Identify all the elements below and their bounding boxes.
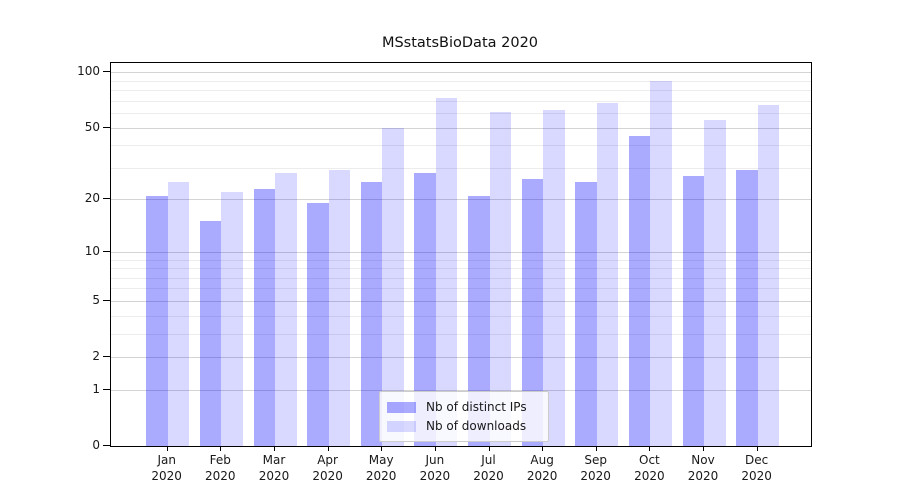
gridline-minor-90 — [111, 80, 811, 82]
gridline-minor-30 — [111, 167, 811, 169]
x-tick-jun — [434, 446, 436, 451]
gridline-major-100 — [111, 72, 811, 74]
gridline-major-2 — [111, 357, 811, 358]
y-tick-label-100: 100 — [77, 64, 100, 79]
gridline-major-20 — [111, 199, 811, 201]
x-tick-mar — [274, 446, 275, 451]
x-tick-label-may: May 2020 — [365, 453, 397, 483]
gridline-major-50 — [111, 127, 811, 129]
legend-label-distinct-ips: Nb of distinct IPs — [426, 400, 527, 414]
x-tick-label-mar: Mar 2020 — [258, 453, 290, 483]
gridline-major-5 — [111, 300, 811, 302]
bar-downloads-jun — [435, 98, 458, 446]
gridline-minor-3 — [111, 333, 811, 335]
x-tick-label-jul: Jul 2020 — [473, 453, 504, 483]
bar-distinct-ips-apr — [307, 203, 329, 446]
x-tick-sep — [595, 446, 597, 451]
y-tick-20 — [103, 198, 110, 200]
gridline-minor-7 — [111, 277, 811, 279]
bar-distinct-ips-nov — [682, 176, 704, 446]
bar-downloads-dec — [757, 105, 780, 446]
x-tick-aug — [542, 446, 544, 451]
bar-distinct-ips-jun — [414, 173, 436, 446]
bar-downloads-mar — [275, 173, 297, 446]
legend-swatch-distinct-ips — [387, 401, 416, 413]
bar-distinct-ips-mar — [253, 188, 275, 446]
y-tick-label-10: 10 — [84, 243, 100, 258]
bar-downloads-aug — [543, 110, 565, 446]
bar-distinct-ips-aug — [521, 179, 544, 446]
x-tick-label-sep: Sep 2020 — [580, 453, 611, 483]
y-tick-label-50: 50 — [84, 119, 100, 134]
x-tick-jan — [166, 446, 168, 451]
legend-swatch-downloads — [387, 420, 416, 432]
bar-distinct-ips-may — [360, 182, 383, 446]
bar-distinct-ips-oct — [628, 135, 651, 446]
gridline-major-1 — [111, 389, 811, 391]
gridline-minor-8 — [111, 268, 811, 269]
bar-downloads-nov — [704, 119, 726, 446]
gridline-major-10 — [111, 251, 811, 253]
y-tick-label-1: 1 — [92, 381, 100, 396]
y-tick-1 — [103, 388, 110, 390]
bar-downloads-may — [382, 127, 404, 446]
x-tick-may — [381, 446, 383, 451]
y-tick-label-0: 0 — [92, 438, 100, 452]
bar-downloads-jan — [167, 182, 190, 446]
x-tick-nov — [703, 446, 704, 451]
y-tick-5 — [103, 299, 110, 301]
y-tick-label-5: 5 — [92, 292, 100, 307]
bar-distinct-ips-jan — [146, 195, 168, 446]
bar-downloads-sep — [596, 103, 619, 446]
x-tick-label-apr: Apr 2020 — [312, 453, 343, 483]
plot-area: Nb of distinct IPs Nb of downloads — [110, 62, 812, 447]
x-tick-label-feb: Feb 2020 — [205, 453, 236, 483]
x-tick-label-aug: Aug 2020 — [526, 453, 558, 483]
x-tick-jul — [488, 446, 490, 451]
gridline-minor-60 — [111, 112, 811, 114]
y-tick-2 — [103, 356, 110, 357]
bar-downloads-feb — [221, 192, 243, 446]
x-tick-label-jan: Jan 2020 — [151, 453, 182, 483]
bar-downloads-oct — [650, 80, 672, 446]
chart-title: MSstatsBioData 2020 — [381, 35, 539, 51]
x-tick-label-nov: Nov 2020 — [687, 453, 719, 483]
gridline-minor-40 — [111, 145, 811, 147]
legend-label-downloads: Nb of downloads — [426, 419, 527, 433]
x-tick-feb — [220, 446, 222, 451]
x-tick-dec — [756, 446, 758, 451]
y-tick-label-2: 2 — [92, 349, 100, 363]
x-tick-label-oct: Oct 2020 — [634, 453, 665, 483]
y-tick-100 — [103, 71, 110, 73]
gridline-minor-6 — [111, 288, 811, 290]
y-tick-10 — [103, 250, 110, 252]
bar-distinct-ips-dec — [736, 170, 758, 446]
bar-distinct-ips-feb — [199, 221, 222, 446]
bar-downloads-apr — [328, 170, 351, 446]
x-tick-label-jun: Jun 2020 — [419, 453, 451, 483]
legend-item-distinct-ips: Nb of distinct IPs — [387, 400, 538, 414]
gridline-minor-9 — [111, 259, 811, 261]
x-tick-apr — [327, 446, 329, 451]
gridline-minor-80 — [111, 90, 811, 91]
bar-distinct-ips-sep — [575, 182, 597, 446]
y-tick-0 — [103, 445, 110, 446]
legend: Nb of distinct IPs Nb of downloads — [379, 391, 549, 442]
x-tick-oct — [649, 446, 651, 451]
y-tick-label-20: 20 — [84, 191, 100, 206]
gridline-minor-4 — [111, 315, 811, 317]
bar-downloads-jul — [489, 111, 511, 446]
gridline-minor-70 — [111, 100, 811, 102]
y-tick-50 — [103, 126, 110, 128]
bar-distinct-ips-jul — [468, 195, 490, 446]
x-tick-label-dec: Dec 2020 — [741, 453, 772, 483]
legend-item-downloads: Nb of downloads — [387, 419, 538, 433]
